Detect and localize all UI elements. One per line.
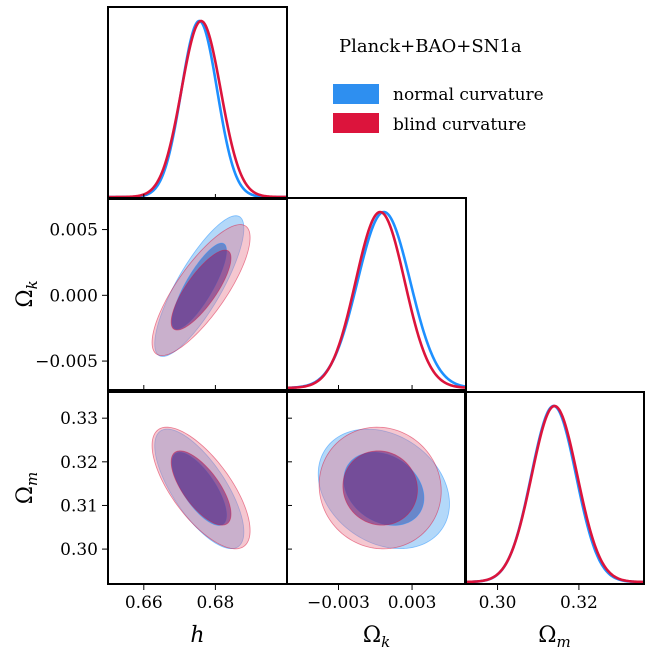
frame-h-ok xyxy=(107,197,288,391)
ylabel-ok: Ωk xyxy=(13,280,41,307)
legend-swatch-normal xyxy=(333,84,379,104)
xtick-label-ok-1: 0.003 xyxy=(388,593,437,613)
frame-ok-om xyxy=(286,391,467,585)
curve-h-0 xyxy=(108,19,287,199)
xlabel-h: h xyxy=(190,623,204,648)
contour-68-1 xyxy=(170,450,232,526)
curves-ok xyxy=(287,210,466,390)
curve-ok-0 xyxy=(287,210,466,390)
xtick-label-h-0: 0.66 xyxy=(125,593,163,613)
frame-diag-h xyxy=(107,6,288,200)
panel-h-ok xyxy=(107,197,288,391)
ytick-label-ok-1: 0.000 xyxy=(49,286,98,306)
panels: −0.005 0.000 0.005 0.30 0.31 0.32 0.33 0.66 0.68… xyxy=(13,6,645,651)
legend-swatch-blind xyxy=(333,113,379,133)
contours-h-ok xyxy=(151,215,251,357)
xtick-label-om-0: 0.30 xyxy=(479,593,517,613)
ytick-label-om-1: 0.31 xyxy=(60,496,98,516)
panel-ok-om xyxy=(286,391,467,585)
contour-68-1 xyxy=(170,249,232,331)
curve-om-0 xyxy=(465,404,644,584)
curves-h xyxy=(108,19,287,199)
xlabel-om: Ωm xyxy=(538,623,570,651)
xtick-label-ok-0: −0.003 xyxy=(307,593,370,613)
ytick-label-ok-2: 0.005 xyxy=(49,221,98,241)
legend: Planck+BAO+SN1a normal curvature blind c… xyxy=(333,36,544,135)
xtick-label-h-1: 0.68 xyxy=(196,593,234,613)
ytick-label-om-2: 0.32 xyxy=(60,453,98,473)
curve-om-1 xyxy=(465,404,644,584)
contours-h-om xyxy=(151,426,251,550)
frame-diag-ok xyxy=(286,197,467,391)
panel-h-om xyxy=(107,391,288,585)
panel-diag-h xyxy=(107,6,288,200)
legend-label-blind: blind curvature xyxy=(393,115,526,135)
legend-label-normal: normal curvature xyxy=(393,85,544,105)
ytick-label-om-0: 0.30 xyxy=(60,540,98,560)
panel-diag-om xyxy=(464,391,645,585)
curve-h-1 xyxy=(108,19,287,199)
xlabel-ok: Ωk xyxy=(363,623,390,651)
xtick-label-om-1: 0.32 xyxy=(560,593,598,613)
chart-title: Planck+BAO+SN1a xyxy=(339,36,522,57)
ytick-label-om-3: 0.33 xyxy=(60,409,98,429)
curve-ok-1 xyxy=(287,210,466,390)
ytick-label-ok-0: −0.005 xyxy=(35,352,98,372)
ylabel-om: Ωm xyxy=(13,472,41,504)
contour-68-1 xyxy=(342,450,418,526)
panel-diag-ok xyxy=(286,197,467,391)
curves-om xyxy=(465,404,644,584)
contours-ok-om xyxy=(317,426,450,550)
frame-diag-om xyxy=(464,391,645,585)
